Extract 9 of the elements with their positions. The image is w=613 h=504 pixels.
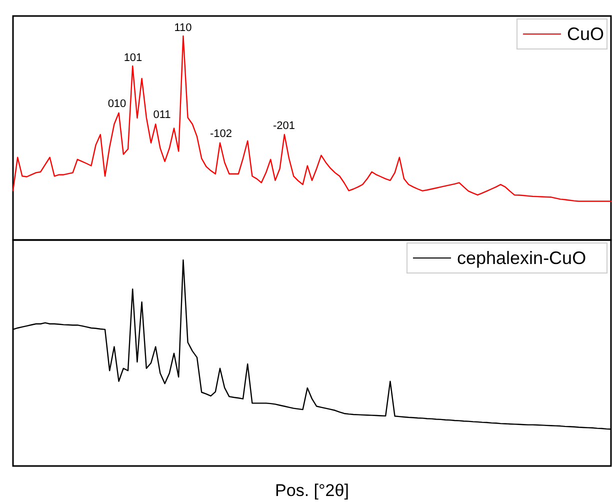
annotation: 101 [124,52,142,64]
annotation: 011 [153,109,171,121]
x-axis-title: Pos. [°2θ] [275,481,349,500]
annotation: 010 [108,98,126,110]
legend-label: cephalexin-CuO [457,248,586,268]
text: 110 [174,22,192,34]
annotation: -102 [210,128,232,140]
legend-label: CuO [567,24,604,44]
annotation: -201 [272,120,296,132]
